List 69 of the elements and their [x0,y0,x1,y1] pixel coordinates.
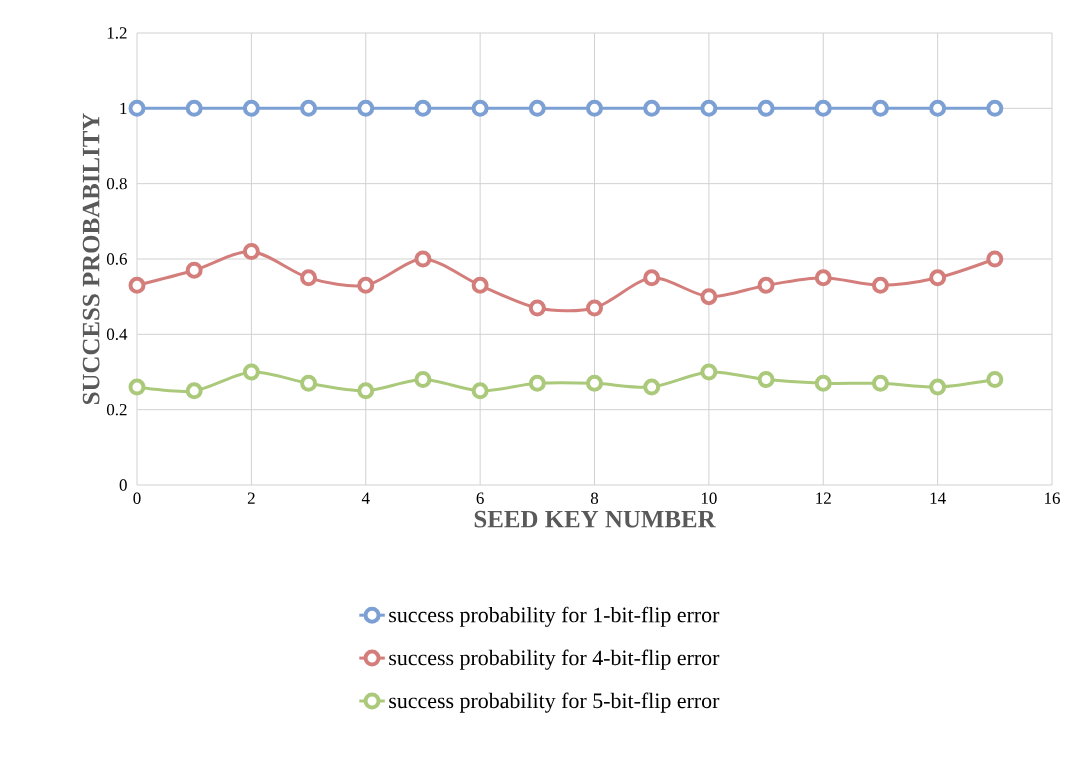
x-tick-label: 14 [930,492,946,504]
point [871,374,889,392]
point [357,276,375,294]
y-tick-label: 0.4 [106,328,128,341]
x-tick-label: 12 [816,492,831,504]
y-axis-title: SUCCESS PROBABILITY [82,113,100,405]
point [242,363,260,381]
point [128,99,146,117]
point [700,363,718,381]
point [643,99,661,117]
point [128,276,146,294]
x-tick-label: 10 [701,492,717,504]
point [528,299,546,317]
point [414,99,432,117]
x-tick-label: 16 [1045,492,1060,504]
point [700,288,718,306]
point [471,276,489,294]
point [871,276,889,294]
point [814,374,832,392]
point [929,269,947,287]
point [414,371,432,389]
y-tick-label: 1 [120,102,127,114]
point [643,378,661,396]
point [586,99,604,117]
y-tick-label: 1.2 [107,27,127,39]
point [357,382,375,400]
point [871,99,889,117]
legend-label: success probability for 4-bit-flip error [389,649,720,670]
point [757,99,775,117]
point [128,378,146,396]
point [757,371,775,389]
point [414,250,432,268]
y-tick-label: 0.8 [106,177,127,190]
point [185,261,203,279]
x-tick-label: 2 [247,492,255,504]
point [528,374,546,392]
y-tick-label: 0.2 [106,403,127,416]
x-tick-label: 6 [476,492,484,504]
point [586,374,604,392]
point [814,269,832,287]
point [929,378,947,396]
point [300,269,318,287]
point [300,99,318,117]
x-axis-title: SEED KEY NUMBER [474,510,716,528]
point [357,99,375,117]
y-tick-label: 0 [119,479,127,491]
point [185,382,203,400]
legend-label: success probability for 1-bit-flip error [389,606,720,627]
point [185,99,203,117]
point [757,276,775,294]
x-tick-label: 8 [590,492,599,504]
x-tick-label: 4 [361,492,370,504]
point [643,269,661,287]
legend-label: success probability for 5-bit-flip error [389,692,720,713]
point [986,371,1004,389]
point [528,99,546,117]
point [929,99,947,117]
x-tick-label: 0 [133,492,141,504]
point [242,99,260,117]
point [471,382,489,400]
point [586,299,604,317]
point [986,99,1004,117]
y-tick-label: 0.6 [106,253,127,265]
point [700,99,718,117]
point [300,374,318,392]
point [471,99,489,117]
point [986,250,1004,268]
point [814,99,832,117]
point [242,242,260,260]
